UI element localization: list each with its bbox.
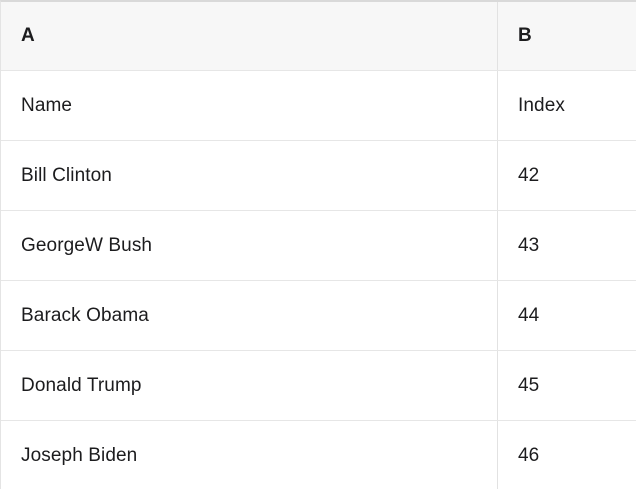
table-cell[interactable]: 44 <box>518 304 540 326</box>
table-cell[interactable]: 46 <box>518 444 540 466</box>
table-cell[interactable]: Bill Clinton <box>1 141 498 210</box>
table-cell[interactable]: GeorgeW Bush <box>1 211 498 280</box>
table-cell[interactable]: Donald Trump <box>1 351 498 420</box>
table-row: Bill Clinton 42 <box>1 141 636 211</box>
table-row: GeorgeW Bush 43 <box>1 211 636 281</box>
table-cell[interactable]: 45 <box>518 374 540 396</box>
table-row: Barack Obama 44 <box>1 281 636 351</box>
table-row: Name Index <box>1 71 636 141</box>
table-cell[interactable]: Joseph Biden <box>1 421 498 489</box>
table-row: Donald Trump 45 <box>1 351 636 421</box>
table-cell[interactable]: Index <box>518 94 565 116</box>
column-header-b[interactable]: B <box>518 25 532 46</box>
table-row: Joseph Biden 46 <box>1 421 636 489</box>
table-cell[interactable]: Name <box>1 71 498 140</box>
table-cell[interactable]: 42 <box>518 164 540 186</box>
table-cell[interactable]: Barack Obama <box>1 281 498 350</box>
table-cell[interactable]: 43 <box>518 234 540 256</box>
column-header-a[interactable]: A <box>1 2 498 70</box>
column-header-row: A B <box>1 2 636 71</box>
